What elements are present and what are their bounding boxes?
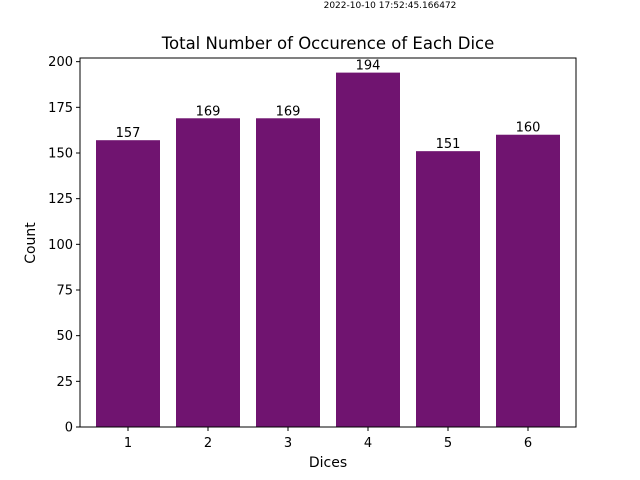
y-tick-label: 25 [56,375,73,390]
y-tick-label: 50 [56,329,73,344]
bar-value-label: 194 [356,59,381,74]
bar [176,118,240,428]
x-tick-label: 5 [444,436,452,451]
bar-value-label: 169 [276,104,301,119]
x-tick-label: 1 [124,436,132,451]
x-tick-label: 2 [204,436,212,451]
x-axis-ticks: 1 2 3 4 5 6 [124,427,532,451]
y-tick-label: 100 [48,238,73,253]
x-tick-label: 4 [364,436,372,451]
plot-area-frame [79,57,577,428]
bar-value-label: 157 [116,126,141,141]
bar-value-label: 151 [436,137,461,152]
bar [336,72,400,427]
x-tick-label: 3 [284,436,292,451]
x-axis-label: Dices [309,455,347,471]
x-tick-label: 6 [524,436,532,451]
y-tick-label: 200 [48,55,73,70]
bars [96,72,560,428]
y-tick-label: 75 [56,283,73,298]
chart-title: Total Number of Occurence of Each Dice [161,34,495,53]
y-axis-label: Count [23,222,39,264]
y-tick-label: 125 [48,192,73,207]
y-tick-label: 150 [48,146,73,161]
timestamp: 2022-10-10 17:52:45.166472 [324,1,457,11]
bar-value-label: 169 [196,104,221,119]
bar [256,118,320,428]
bar [416,151,480,427]
bar [96,140,160,427]
bar-data-labels: 157 169 169 194 151 160 [116,59,541,153]
bar-value-label: 160 [516,121,541,136]
y-tick-label: 0 [65,421,73,436]
bar [496,134,560,427]
y-tick-label: 175 [48,101,73,116]
y-axis-ticks: 0 25 50 75 100 125 150 175 200 [48,55,80,436]
